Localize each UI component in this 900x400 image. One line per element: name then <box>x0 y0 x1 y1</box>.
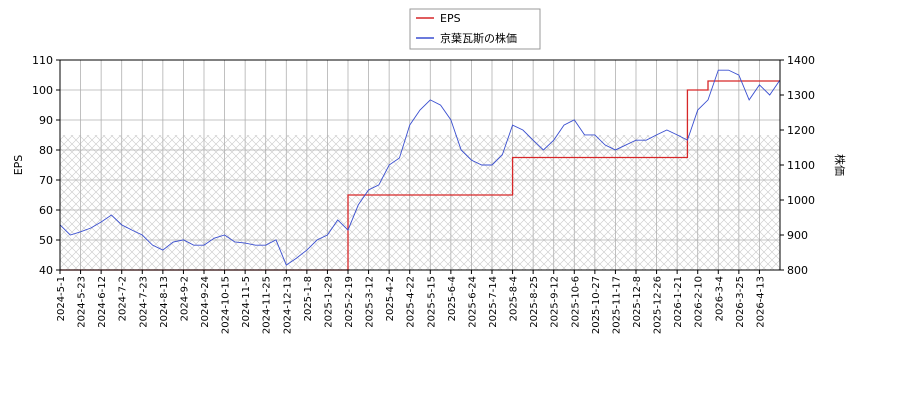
x-tick-label: 2025-9-12 <box>550 276 561 328</box>
x-tick-label: 2024-5-23 <box>77 276 88 328</box>
y-tick-label: 90 <box>39 114 53 127</box>
y-tick-label: 80 <box>39 144 53 157</box>
x-tick-label: 2025-10-6 <box>570 276 581 328</box>
x-tick-label: 2025-4-22 <box>406 276 417 328</box>
x-tick-label: 2025-8-4 <box>509 276 520 321</box>
x-tick-label: 2024-7-23 <box>138 276 149 328</box>
x-tick-label: 2026-3-25 <box>735 276 746 328</box>
x-tick-label: 2025-6-4 <box>447 276 458 321</box>
y-tick-label: 100 <box>32 84 53 97</box>
x-tick-label: 2026-3-4 <box>714 276 725 321</box>
y-tick-label: 110 <box>32 54 53 67</box>
y-axis-label: EPS <box>12 155 25 176</box>
x-tick-label: 2025-3-12 <box>365 276 376 328</box>
x-tick-label: 2025-7-14 <box>488 276 499 328</box>
x-tick-label: 2026-2-10 <box>694 276 705 328</box>
legend-box <box>409 8 541 50</box>
x-tick-label: 2025-12-8 <box>632 276 643 328</box>
x-tick-label: 2025-10-27 <box>591 276 602 334</box>
y2-axis-label: 株価 <box>833 154 847 176</box>
x-tick-label: 2024-5-1 <box>56 276 67 321</box>
x-tick-label: 2025-2-19 <box>344 276 355 328</box>
x-tick-label: 2024-6-12 <box>97 276 108 328</box>
y-tick-label: 70 <box>39 174 53 187</box>
x-tick-label: 2026-1-21 <box>673 276 684 328</box>
series-line <box>59 69 781 266</box>
x-tick-label: 2024-10-15 <box>221 276 232 334</box>
legend: EPS 京葉瓦斯の株価 <box>409 8 541 50</box>
x-tick-label: 2024-11-5 <box>241 276 252 328</box>
x-tick-label: 2024-9-24 <box>200 276 211 328</box>
y2-tick-label: 900 <box>787 229 808 242</box>
x-tick-label: 2024-9-2 <box>179 276 190 321</box>
y-tick-label: 60 <box>39 204 53 217</box>
x-tick-label: 2025-11-17 <box>611 276 622 334</box>
x-tick-label: 2024-12-13 <box>282 276 293 334</box>
y2-tick-label: 1400 <box>787 54 815 67</box>
shaded-band <box>60 135 780 270</box>
y-tick-label: 40 <box>39 264 53 277</box>
y2-tick-label: 1200 <box>787 124 815 137</box>
y2-tick-label: 1300 <box>787 89 815 102</box>
x-tick-label: 2025-12-26 <box>653 276 664 334</box>
x-tick-label: 2025-1-29 <box>323 276 334 328</box>
x-tick-label: 2025-1-8 <box>303 276 314 321</box>
y2-tick-label: 800 <box>787 264 808 277</box>
x-tick-label: 2025-5-15 <box>426 276 437 328</box>
x-tick-label: 2026-4-13 <box>755 276 766 328</box>
x-tick-label: 2025-4-2 <box>385 276 396 321</box>
legend-label: EPS <box>440 12 461 25</box>
x-tick-label: 2024-8-13 <box>159 276 170 328</box>
x-tick-label: 2025-6-24 <box>467 276 478 328</box>
x-tick-label: 2024-11-25 <box>262 276 273 334</box>
x-tick-label: 2025-8-25 <box>529 276 540 328</box>
y2-tick-label: 1000 <box>787 194 815 207</box>
legend-label: 京葉瓦斯の株価 <box>440 31 517 45</box>
y2-tick-label: 1100 <box>787 159 815 172</box>
x-tick-label: 2024-7-2 <box>118 276 129 321</box>
y-tick-label: 50 <box>39 234 53 247</box>
